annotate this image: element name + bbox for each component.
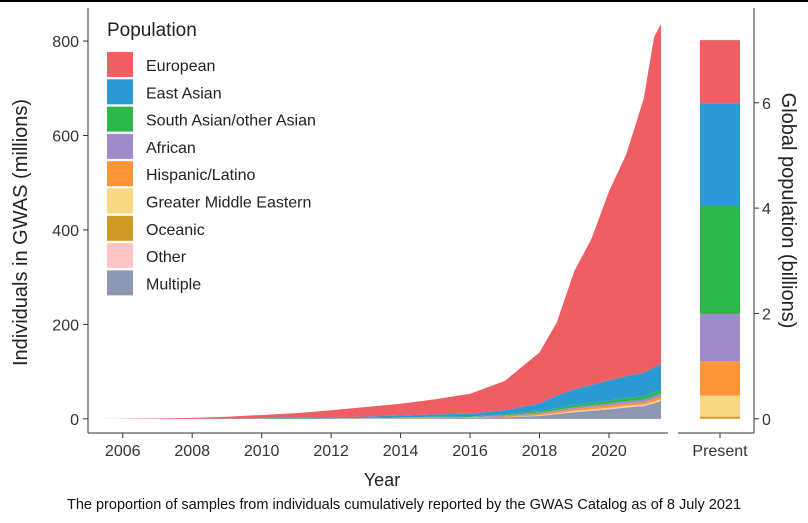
y-tick-label-200: 200 — [52, 317, 79, 334]
y-tick-label-800: 800 — [52, 34, 79, 51]
side-y-tick-label-0: 0 — [762, 412, 771, 429]
x-axis-label: Year — [364, 470, 400, 490]
legend-swatch-other — [107, 243, 133, 269]
legend-label-african: African — [146, 140, 196, 157]
legend-swatch-east-asian — [107, 79, 133, 105]
legend-label-south-asian-other-asian: South Asian/other Asian — [146, 113, 316, 130]
x-tick-label-2016: 2016 — [452, 443, 488, 460]
legend-swatch-african — [107, 133, 133, 159]
x-tick-label-2012: 2012 — [313, 443, 349, 460]
side-x-tick-label: Present — [692, 443, 748, 460]
bar-segment-east-asian — [700, 103, 740, 207]
legend-swatch-south-asian-other-asian — [107, 106, 133, 132]
y-axis-label: Individuals in GWAS (millions) — [10, 99, 32, 366]
x-tick-label-2006: 2006 — [105, 443, 141, 460]
legend-swatch-multiple — [107, 270, 133, 296]
legend-title: Population — [107, 20, 197, 41]
area-multiple — [98, 400, 662, 419]
bar-segment-south-asian-other-asian — [700, 206, 740, 314]
legend-swatch-hispanic-latino — [107, 161, 133, 187]
side-y-tick-label-6: 6 — [762, 96, 771, 113]
figure-caption: The proportion of samples from individua… — [66, 497, 742, 513]
legend-label-greater-middle-eastern: Greater Middle Eastern — [146, 195, 311, 212]
side-y-tick-label-4: 4 — [762, 201, 771, 218]
legend-swatch-greater-middle-eastern — [107, 188, 133, 214]
bar-segment-european — [700, 40, 740, 104]
legend-swatch-oceanic — [107, 215, 133, 241]
bar-segment-hispanic-latino — [700, 361, 740, 396]
bar-segment-oceanic — [700, 416, 740, 419]
x-tick-label-2008: 2008 — [174, 443, 210, 460]
legend-label-other: Other — [146, 249, 187, 266]
bar-segment-greater-middle-eastern — [700, 395, 740, 417]
legend-label-east-asian: East Asian — [146, 85, 222, 102]
top-border — [0, 0, 808, 2]
x-tick-label-2014: 2014 — [383, 443, 419, 460]
y-tick-label-0: 0 — [70, 412, 79, 429]
y-tick-label-600: 600 — [52, 129, 79, 146]
legend-label-european: European — [146, 58, 215, 75]
x-tick-label-2020: 2020 — [591, 443, 627, 460]
area-european — [98, 23, 662, 419]
legend: Population European East Asian South Asian/… — [107, 20, 316, 296]
side-y-axis-label: Global population (billions) — [777, 93, 799, 329]
side-y-tick-label-2: 2 — [762, 306, 771, 323]
legend-swatch-european — [107, 52, 133, 77]
x-tick-label-2018: 2018 — [522, 443, 558, 460]
stacked-areas — [98, 23, 662, 419]
bar-segment-african — [700, 313, 740, 362]
population-bar — [700, 40, 740, 419]
x-tick-label-2010: 2010 — [244, 443, 280, 460]
legend-label-multiple: Multiple — [146, 276, 201, 293]
y-tick-label-400: 400 — [52, 223, 79, 240]
legend-label-oceanic: Oceanic — [146, 222, 205, 239]
legend-label-hispanic-latino: Hispanic/Latino — [146, 167, 256, 184]
